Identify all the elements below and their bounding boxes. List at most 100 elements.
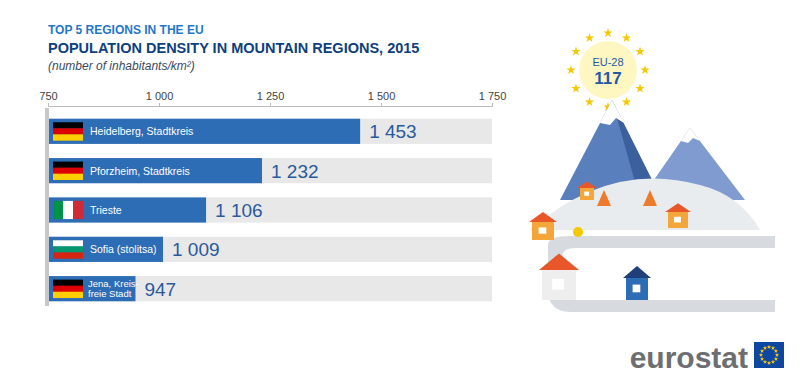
tracks xyxy=(48,119,492,302)
snow xyxy=(600,100,624,125)
star xyxy=(622,33,632,42)
logo-star xyxy=(774,349,778,353)
flag-stripe xyxy=(53,134,83,140)
flag-stripe xyxy=(73,201,83,219)
tree xyxy=(643,190,657,206)
flags xyxy=(53,122,83,298)
star xyxy=(585,33,595,42)
house-window xyxy=(633,285,641,293)
data-label: 1 232 xyxy=(271,161,319,182)
tick-label: 1 750 xyxy=(479,90,507,102)
tick: 750 xyxy=(39,90,57,106)
track xyxy=(48,276,492,301)
flag-stripe xyxy=(53,292,83,298)
track xyxy=(48,197,492,222)
flag-stripe xyxy=(53,252,83,258)
suptitle: TOP 5 REGIONS IN THE EU xyxy=(48,23,204,37)
logo-star xyxy=(760,349,764,353)
logo-star xyxy=(763,360,767,364)
flag-stripe xyxy=(53,246,83,252)
flag-stripe xyxy=(53,286,83,292)
logo-star xyxy=(763,346,767,350)
logo-star xyxy=(759,353,763,357)
flag xyxy=(53,162,83,180)
flag xyxy=(53,201,83,219)
house-roof xyxy=(623,266,651,278)
category-label: Sofia (stolitsa) xyxy=(90,243,157,255)
house-window xyxy=(674,217,681,223)
tick-mark xyxy=(159,103,160,106)
star xyxy=(566,65,576,74)
tick-mark xyxy=(492,103,493,106)
house xyxy=(539,254,579,301)
source: eurostat xyxy=(630,341,748,374)
house xyxy=(529,212,557,240)
left-rule xyxy=(45,108,49,306)
star xyxy=(585,97,595,106)
flag-stripe xyxy=(53,240,83,246)
title: POPULATION DENSITY IN MOUNTAIN REGIONS, … xyxy=(48,40,419,56)
flag xyxy=(53,122,83,140)
tick: 1 500 xyxy=(368,90,396,106)
flag-stripe xyxy=(53,280,83,286)
annotation-label: EU-28 xyxy=(592,56,623,68)
data-label: 1 453 xyxy=(369,121,417,142)
logo-star xyxy=(774,357,778,361)
flower xyxy=(573,227,583,237)
flag-stripe xyxy=(53,122,83,128)
annotation-value: 117 xyxy=(594,69,621,88)
house-wall xyxy=(626,278,648,300)
tick: 1 250 xyxy=(257,90,285,106)
house xyxy=(577,181,597,200)
bar xyxy=(48,237,163,262)
tick-label: 750 xyxy=(39,90,57,102)
logo-flag xyxy=(754,342,784,368)
track xyxy=(48,237,492,262)
logo-star xyxy=(767,361,771,365)
house-wall xyxy=(532,222,554,240)
badge-circle xyxy=(579,41,637,99)
flag xyxy=(53,240,83,258)
logo-star xyxy=(767,345,771,349)
flag xyxy=(53,280,83,298)
bars xyxy=(48,119,360,302)
house xyxy=(665,203,691,228)
illustration xyxy=(529,100,775,312)
track xyxy=(48,158,492,183)
house-roof xyxy=(577,181,597,188)
star xyxy=(635,84,645,93)
category-label: Heidelberg, Stadtkreis xyxy=(90,125,193,137)
house-wall xyxy=(542,270,576,300)
flag-stripe xyxy=(53,174,83,180)
data-label: 947 xyxy=(144,279,176,300)
house-window xyxy=(539,227,547,233)
star xyxy=(640,65,650,74)
data-labels: 1 4531 2321 1061 009947 xyxy=(144,121,416,299)
flag-stripe xyxy=(53,168,83,174)
snow xyxy=(681,128,700,143)
tick-mark xyxy=(381,103,382,106)
tick-label: 1 000 xyxy=(146,90,174,102)
tick: 1 000 xyxy=(146,90,174,106)
tick-mark xyxy=(48,103,49,106)
flag-stripe xyxy=(63,201,73,219)
star xyxy=(571,47,581,56)
x-axis: 750 1 000 1 250 1 500 1 750 xyxy=(39,90,506,107)
bar xyxy=(48,197,206,222)
bar xyxy=(48,119,360,144)
category-label: Jena, Kreis-freie Stadt xyxy=(88,278,139,299)
star xyxy=(571,84,581,93)
tick: 1 750 xyxy=(479,90,507,106)
category-label: Trieste xyxy=(90,204,122,216)
chart: TOP 5 REGIONS IN THE EU POPULATION DENSIT… xyxy=(0,0,800,381)
tick-label: 1 500 xyxy=(368,90,396,102)
eu-badge: EU-28117 xyxy=(566,28,650,111)
tree xyxy=(597,190,611,206)
star xyxy=(603,28,613,37)
house-wall xyxy=(580,188,594,200)
flag-stripe xyxy=(53,162,83,168)
road xyxy=(548,236,775,312)
logo-box xyxy=(754,342,784,368)
flag-stripe xyxy=(53,128,83,134)
track xyxy=(48,119,492,144)
